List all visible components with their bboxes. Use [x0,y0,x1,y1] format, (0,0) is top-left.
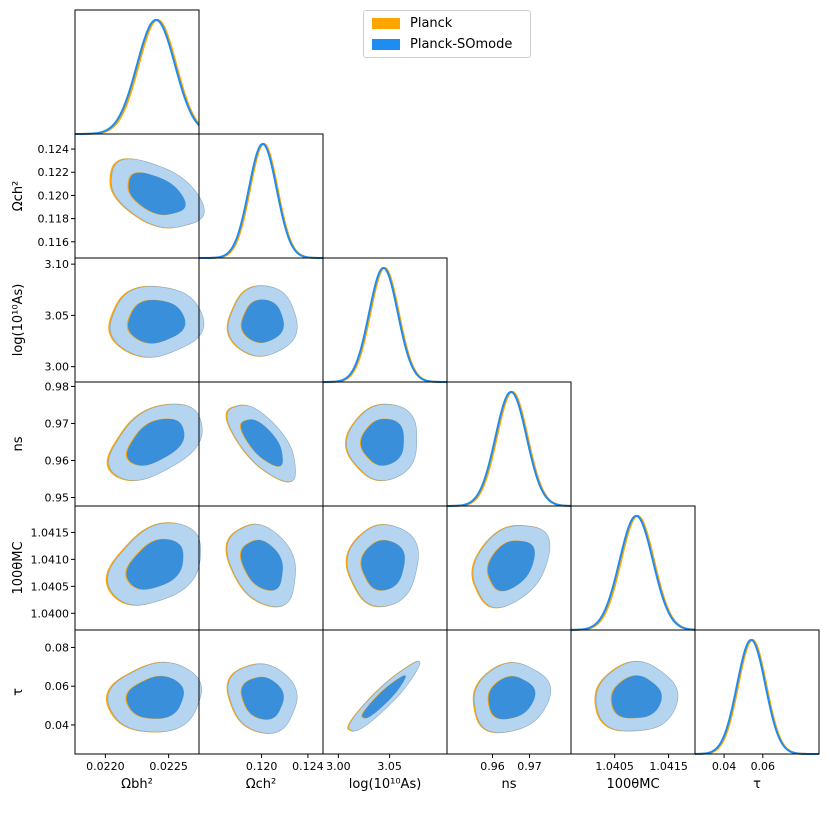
contour-somode-68-tau-vs-logA [362,675,406,719]
ytick-label-logA-0: 3.00 [45,361,70,374]
ytick-label-ns-1: 0.96 [45,454,70,467]
ytick-label-logA-1: 3.05 [45,309,70,322]
ytick-label-theta-3: 1.0415 [31,526,70,539]
marginal-planck-logA [323,266,447,383]
marginal-somode-logA [323,266,447,383]
xtick-label-omegach2-0: 0.120 [246,760,278,773]
xtick-label-theta-1: 1.0415 [649,760,688,773]
xtick-label-tau-1: 0.06 [751,760,776,773]
xtick-label-ns-1: 0.97 [517,760,542,773]
contour-somode-68-tau-vs-omegach2 [241,677,284,720]
xtick-label-ns-0: 0.96 [480,760,505,773]
xtick-label-omegabh2-1: 0.0225 [149,760,188,773]
contour-somode-68-theta-vs-ns [487,540,535,592]
xlabel-ns: ns [501,777,516,792]
xlabel-theta: 100θMC [606,777,659,792]
contour-somode-68-ns-vs-omegach2 [240,419,283,467]
xtick-label-theta-0: 1.0405 [595,760,634,773]
xtick-label-omegabh2-0: 0.0220 [86,760,125,773]
ylabel-ns: ns [11,436,26,451]
marginal-somode-theta [570,514,696,631]
contour-somode-68-tau-vs-omegabh2 [126,676,184,719]
ylabel-logA: log(10¹⁰As) [11,284,26,357]
ylabel-theta: 100θMC [11,541,26,594]
xtick-label-omegach2-1: 0.124 [292,760,324,773]
ytick-label-tau-0: 0.04 [45,719,70,732]
panel-frame-ns-ns [446,381,572,507]
ylabel-tau: τ [11,688,26,696]
ytick-label-tau-2: 0.08 [45,641,70,654]
ytick-label-ns-3: 0.98 [45,380,70,393]
panel-frame-omegach2-omegach2 [198,133,324,259]
contour-somode-68-theta-vs-logA [361,540,405,591]
marginal-planck-theta [570,514,696,631]
marginal-planck-tau [695,638,819,755]
marginal-planck-omegabh2 [75,18,200,135]
ytick-label-theta-1: 1.0405 [31,580,70,593]
ytick-label-omegach2-3: 0.122 [38,166,70,179]
contour-somode-68-omegach2-vs-omegabh2 [128,172,186,215]
contour-somode-68-tau-vs-ns [488,676,536,720]
xlabel-tau: τ [753,777,761,792]
xlabel-logA: log(10¹⁰As) [349,777,422,792]
xlabel-omegabh2: Ωbh² [121,777,153,792]
marginal-planck-ns [446,390,572,507]
marginal-somode-omegach2 [199,142,323,259]
contour-somode-68-theta-vs-omegabh2 [126,539,184,590]
xtick-label-logA-1: 3.05 [377,760,402,773]
ytick-label-omegach2-0: 0.116 [38,236,70,249]
legend-entry-planck: Planck [372,14,452,32]
contour-somode-68-ns-vs-omegabh2 [126,418,185,466]
ytick-label-omegach2-2: 0.120 [38,189,70,202]
marginal-planck-omegach2 [199,142,323,259]
legend: Planck Planck-SOmode [363,10,531,58]
panel-frame-tau-tau [694,629,820,755]
ytick-label-theta-2: 1.0410 [31,553,70,566]
panel-frame-theta-theta [570,505,696,631]
contour-somode-68-logA-vs-omegach2 [241,299,284,343]
legend-label-planck: Planck [410,15,453,31]
ytick-label-logA-2: 3.10 [45,258,70,271]
contour-somode-68-ns-vs-logA [360,418,404,466]
legend-entry-planck-somode: Planck-SOmode [372,35,512,53]
xlabel-omegach2: Ωch² [246,777,277,792]
ytick-label-ns-0: 0.95 [45,491,70,504]
marginal-somode-omegabh2 [74,18,200,135]
ytick-label-omegach2-1: 0.118 [38,213,70,226]
panel-frame-logA-logA [322,257,448,383]
ytick-label-tau-1: 0.06 [45,680,70,693]
contour-somode-68-logA-vs-omegabh2 [127,300,186,344]
marginal-somode-tau [694,638,819,755]
xtick-label-logA-0: 3.00 [326,760,351,773]
contour-somode-68-tau-vs-theta [611,675,662,719]
legend-label-planck-somode: Planck-SOmode [410,36,513,52]
legend-swatch-planck-somode [372,38,400,50]
ytick-label-ns-2: 0.97 [45,417,70,430]
xtick-label-tau-0: 0.04 [712,760,737,773]
legend-swatch-planck [372,17,400,29]
marginal-somode-ns [446,390,572,507]
contour-somode-68-theta-vs-omegach2 [240,540,283,591]
ytick-label-omegach2-4: 0.124 [38,143,70,156]
ylabel-omegach2: Ωch² [11,181,26,212]
ytick-label-theta-0: 1.0400 [31,607,70,620]
